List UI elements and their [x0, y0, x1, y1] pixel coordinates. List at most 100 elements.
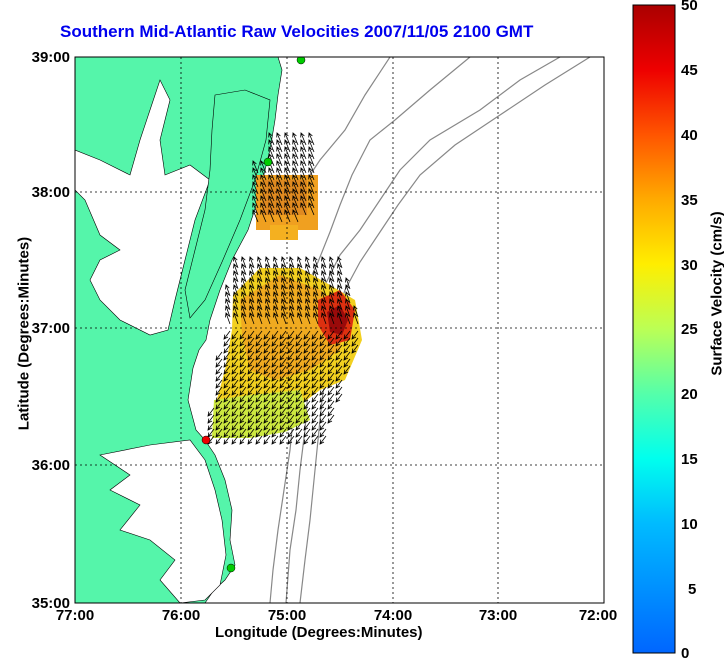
velocity-arrow [343, 365, 351, 375]
velocity-arrow [319, 435, 327, 445]
velocity-arrow [271, 337, 279, 347]
velocity-arrow [353, 305, 359, 318]
velocity-arrow [337, 291, 343, 304]
velocity-arrow [311, 414, 319, 424]
velocity-arrow [287, 344, 295, 354]
velocity-arrow [300, 139, 307, 153]
velocity-arrow [276, 146, 283, 160]
velocity-arrow [292, 195, 299, 209]
velocity-arrow [255, 330, 263, 340]
velocity-arrow [223, 372, 231, 382]
velocity-arrow [295, 407, 303, 417]
velocity-arrow [303, 358, 311, 368]
velocity-arrow [303, 407, 311, 417]
velocity-arrow [303, 435, 311, 445]
velocity-arrow [268, 132, 275, 146]
velocity-arrow [255, 421, 263, 431]
velocity-arrow [239, 337, 247, 347]
velocity-arrow [231, 386, 239, 396]
velocity-arrow [287, 435, 295, 445]
velocity-arrow [223, 351, 231, 361]
velocity-arrow [271, 372, 279, 382]
velocity-arrow [287, 365, 295, 375]
velocity-arrow [311, 337, 319, 347]
velocity-arrow [311, 351, 319, 361]
velocity-arrow [295, 379, 303, 389]
velocity-arrow [319, 379, 327, 389]
velocity-arrow [308, 153, 315, 167]
velocity-arrow [233, 312, 239, 325]
velocity-arrow [247, 407, 255, 417]
velocity-arrow [225, 291, 231, 304]
velocity-arrow [284, 139, 291, 153]
velocity-arrow [233, 263, 239, 276]
station-marker [263, 157, 273, 167]
velocity-arrow [255, 386, 263, 396]
velocity-arrow [287, 337, 295, 347]
velocity-arrow [281, 312, 287, 325]
velocity-arrow [303, 365, 311, 375]
velocity-arrow [233, 256, 239, 269]
velocity-arrow [337, 284, 343, 297]
station-marker [226, 563, 236, 573]
velocity-arrow [231, 393, 239, 403]
velocity-arrow [345, 291, 351, 304]
velocity-arrow [249, 298, 255, 311]
velocity-arrow [303, 344, 311, 354]
velocity-arrow [271, 365, 279, 375]
velocity-arrow [287, 414, 295, 424]
velocity-arrow [321, 270, 327, 283]
velocity-arrow [225, 305, 231, 318]
velocity-arrow [279, 421, 287, 431]
velocity-arrow [255, 428, 263, 438]
y-tick-label: 39:00 [32, 49, 70, 66]
velocity-arrow [255, 337, 263, 347]
velocity-arrow [292, 174, 299, 188]
velocity-arrow [292, 153, 299, 167]
velocity-arrow [337, 256, 343, 269]
velocity-arrow [319, 358, 327, 368]
velocity-arrow [252, 167, 259, 181]
velocity-arrow [223, 428, 231, 438]
velocity-arrow [311, 407, 319, 417]
velocity-arrow [239, 358, 247, 368]
velocity-arrow [255, 372, 263, 382]
velocity-arrow [289, 312, 295, 325]
velocity-arrow [271, 393, 279, 403]
velocity-arrow [321, 305, 327, 318]
velocity-arrow [268, 202, 275, 216]
velocity-arrow [279, 372, 287, 382]
velocity-arrow [260, 209, 267, 223]
velocity-arrow [231, 414, 239, 424]
velocity-arrow [231, 351, 239, 361]
x-tick-label: 76:00 [162, 607, 200, 624]
velocity-arrow [252, 209, 259, 223]
velocity-arrow [313, 312, 319, 325]
velocity-arrow [265, 284, 271, 297]
velocity-arrow [263, 358, 271, 368]
velocity-arrow [249, 312, 255, 325]
velocity-arrow [303, 330, 311, 340]
velocity-arrow [335, 393, 343, 403]
velocity-arrow [300, 202, 307, 216]
velocity-arrow [255, 379, 263, 389]
velocity-arrow [311, 435, 319, 445]
velocity-arrow [295, 421, 303, 431]
station-marker [201, 435, 211, 445]
y-tick-label: 35:00 [32, 595, 70, 612]
colorbar-tick-label: 0 [681, 645, 689, 659]
velocity-arrow [257, 277, 263, 290]
velocity-arrow [308, 188, 315, 202]
velocity-arrow [255, 435, 263, 445]
velocity-arrow [343, 358, 351, 368]
colorbar [632, 4, 676, 654]
velocity-arrow [292, 139, 299, 153]
y-tick-label: 37:00 [32, 320, 70, 337]
map-grid [75, 57, 604, 603]
velocity-arrow [268, 181, 275, 195]
velocity-arrow [276, 132, 283, 146]
velocity-arrow [257, 305, 263, 318]
velocity-arrow [351, 330, 359, 340]
velocity-arrow [257, 312, 263, 325]
velocity-arrow [223, 365, 231, 375]
